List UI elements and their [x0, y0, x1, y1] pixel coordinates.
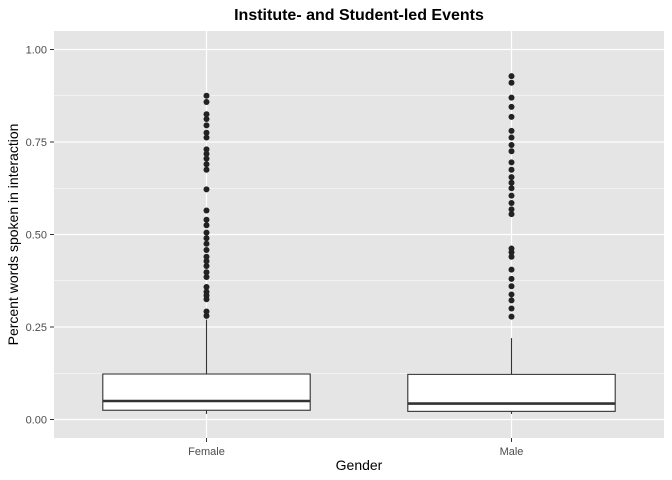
outlier-point — [203, 262, 210, 269]
outlier-point — [203, 146, 210, 153]
box-iqr — [407, 373, 616, 412]
y-tick-label: 0.25 — [26, 322, 47, 334]
outlier-point — [508, 192, 515, 199]
y-tick-label: 0.75 — [26, 137, 47, 149]
outlier-point — [508, 266, 515, 273]
outlier-point — [203, 122, 210, 129]
outlier-point — [508, 253, 515, 260]
outlier-point — [203, 308, 210, 315]
outlier-point — [508, 148, 515, 155]
outlier-point — [508, 79, 515, 86]
outlier-point — [203, 111, 210, 118]
outlier-point — [203, 186, 210, 193]
outlier-point — [508, 185, 515, 192]
outlier-point — [508, 283, 515, 290]
outlier-point — [508, 134, 515, 141]
outlier-point — [508, 211, 515, 218]
outlier-point — [203, 216, 210, 223]
outlier-point — [508, 297, 515, 304]
outlier-point — [203, 166, 210, 173]
outlier-point — [203, 312, 210, 319]
outlier-point — [508, 159, 515, 166]
x-tick-label: Male — [500, 446, 524, 458]
outlier-point — [203, 284, 210, 291]
outlier-point — [508, 127, 515, 134]
box-iqr — [102, 373, 311, 411]
y-axis-title: Percent words spoken in interaction — [5, 124, 21, 346]
box-male — [407, 73, 616, 414]
y-tick-label: 0.50 — [26, 230, 47, 242]
outlier-point — [203, 258, 210, 265]
outlier-point — [508, 103, 515, 110]
outlier-point — [203, 92, 210, 99]
box-female — [102, 92, 311, 414]
outlier-point — [203, 247, 210, 254]
y-tick-label: 1.00 — [26, 45, 47, 57]
outlier-point — [508, 291, 515, 298]
outlier-point — [203, 150, 210, 157]
boxes — [102, 73, 616, 414]
outlier-point — [508, 275, 515, 282]
y-tick-label: 0.00 — [26, 415, 47, 427]
outlier-point — [203, 274, 210, 281]
outlier-point — [508, 249, 515, 256]
outlier-point — [203, 116, 210, 123]
outlier-point — [203, 240, 210, 247]
outlier-point — [203, 296, 210, 303]
outlier-point — [203, 269, 210, 276]
outlier-point — [203, 129, 210, 136]
outlier-point — [508, 166, 515, 173]
chart-title: Institute- and Student-led Events — [234, 7, 484, 24]
outlier-point — [508, 179, 515, 186]
outlier-point — [508, 206, 515, 213]
outlier-point — [203, 161, 210, 168]
outlier-point — [508, 200, 515, 207]
outlier-point — [508, 73, 515, 80]
outlier-point — [508, 313, 515, 320]
outlier-point — [508, 113, 515, 120]
outlier-point — [203, 134, 210, 141]
y-axis: 0.00 0.25 0.50 0.75 1.00 — [26, 45, 54, 427]
outlier-point — [203, 155, 210, 162]
outlier-point — [203, 253, 210, 260]
outlier-point — [203, 222, 210, 229]
outlier-point — [508, 141, 515, 148]
x-tick-label: Female — [188, 446, 225, 458]
x-axis-title: Gender — [336, 457, 383, 473]
outlier-point — [508, 94, 515, 101]
outlier-point — [203, 229, 210, 236]
outlier-point — [203, 235, 210, 242]
x-axis: Female Male — [188, 438, 523, 458]
outlier-point — [203, 207, 210, 214]
outlier-point — [508, 174, 515, 181]
outlier-point — [203, 99, 210, 106]
outlier-point — [508, 305, 515, 312]
